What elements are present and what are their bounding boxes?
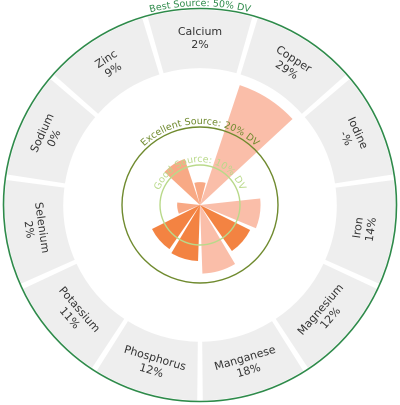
wedge-zinc <box>164 158 200 205</box>
segment-value-iron: 14% <box>363 217 379 243</box>
wedge-selenium <box>177 202 200 214</box>
excellent-source-ring <box>121 126 279 284</box>
wedge-copper <box>200 85 293 205</box>
wedge-magnesium <box>200 205 251 252</box>
wedges <box>151 85 293 274</box>
wedge-calcium <box>194 182 206 205</box>
wedge-phosphorus <box>171 205 200 262</box>
good-source-ring <box>159 164 241 246</box>
segment-name-calcium: Calcium <box>178 25 222 38</box>
segment-value-iodine: -% <box>337 129 355 148</box>
wedge-manganese <box>200 205 236 274</box>
wedge-iron <box>200 198 261 229</box>
best-source-ring <box>2 7 398 403</box>
segment-value-selenium: 2% <box>22 220 37 239</box>
segment-name-iron: Iron <box>350 216 366 239</box>
wedge-potassium <box>151 205 200 250</box>
segment-value-calcium: 2% <box>191 38 208 51</box>
